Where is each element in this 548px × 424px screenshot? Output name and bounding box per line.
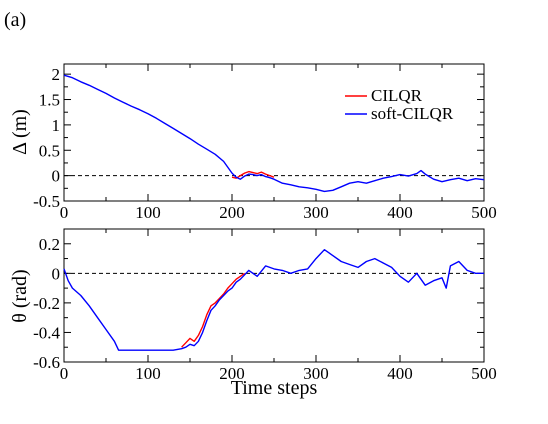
x-tick-label: 300 <box>303 203 329 222</box>
x-tick-label: 0 <box>60 364 69 383</box>
legend-label-soft-cilqr: soft-CILQR <box>371 104 454 123</box>
series-line-soft-cilqr <box>63 248 484 351</box>
top-plot-frame <box>63 63 485 202</box>
y-tick-label: 2 <box>52 65 61 84</box>
bottom-panel: 0 100 200 300 400 500 -0.6 -0.4 -0.2 0 0.2 θ (rad)… <box>9 228 497 399</box>
y-tick-label: 1.5 <box>39 91 60 110</box>
top-ticks: 0 100 200 300 400 500-0.500.511.52 <box>33 64 497 222</box>
panel-label: (a) <box>4 9 26 31</box>
y-tick-label: -0.5 <box>33 192 60 211</box>
x-tick-label: 200 <box>219 364 245 383</box>
bottom-y-axis-label: θ (rad) <box>9 269 31 322</box>
x-tick-label: 400 <box>387 364 413 383</box>
top-series <box>63 74 485 193</box>
top-y-axis-label: Δ (m) <box>9 109 31 155</box>
y-tick-label: 0.2 <box>39 235 60 254</box>
x-tick-label: 500 <box>471 203 497 222</box>
legend-label-cilqr: CILQR <box>371 86 423 105</box>
y-tick-label: 1 <box>52 116 61 135</box>
y-tick-label: 0.5 <box>39 141 60 160</box>
top-panel: 0 100 200 300 400 500-0.500.511.52 Δ (m) CILQ… <box>9 63 497 222</box>
x-tick-label: 0 <box>60 203 69 222</box>
x-tick-label: 400 <box>387 203 413 222</box>
y-tick-label: -0.6 <box>33 353 60 372</box>
x-tick-label: 200 <box>219 203 245 222</box>
x-tick-label: 300 <box>303 364 329 383</box>
legend: CILQR soft-CILQR <box>345 86 454 123</box>
bottom-ticks: 0 100 200 300 400 500 -0.6 -0.4 -0.2 0 0.2 <box>33 229 497 383</box>
series-line-soft-cilqr <box>63 74 485 193</box>
bottom-series <box>63 248 484 351</box>
y-tick-label: 0 <box>52 264 61 283</box>
y-tick-label: -0.2 <box>33 294 60 313</box>
x-tick-label: 100 <box>135 203 161 222</box>
series-line-cilqr <box>181 272 246 348</box>
x-tick-label: 100 <box>135 364 161 383</box>
x-tick-label: 500 <box>471 364 497 383</box>
x-axis-label: Time steps <box>231 377 318 399</box>
bottom-plot-frame <box>63 228 485 363</box>
y-tick-label: 0 <box>52 167 61 186</box>
y-tick-label: -0.4 <box>33 323 60 342</box>
series-line-cilqr <box>231 170 275 179</box>
